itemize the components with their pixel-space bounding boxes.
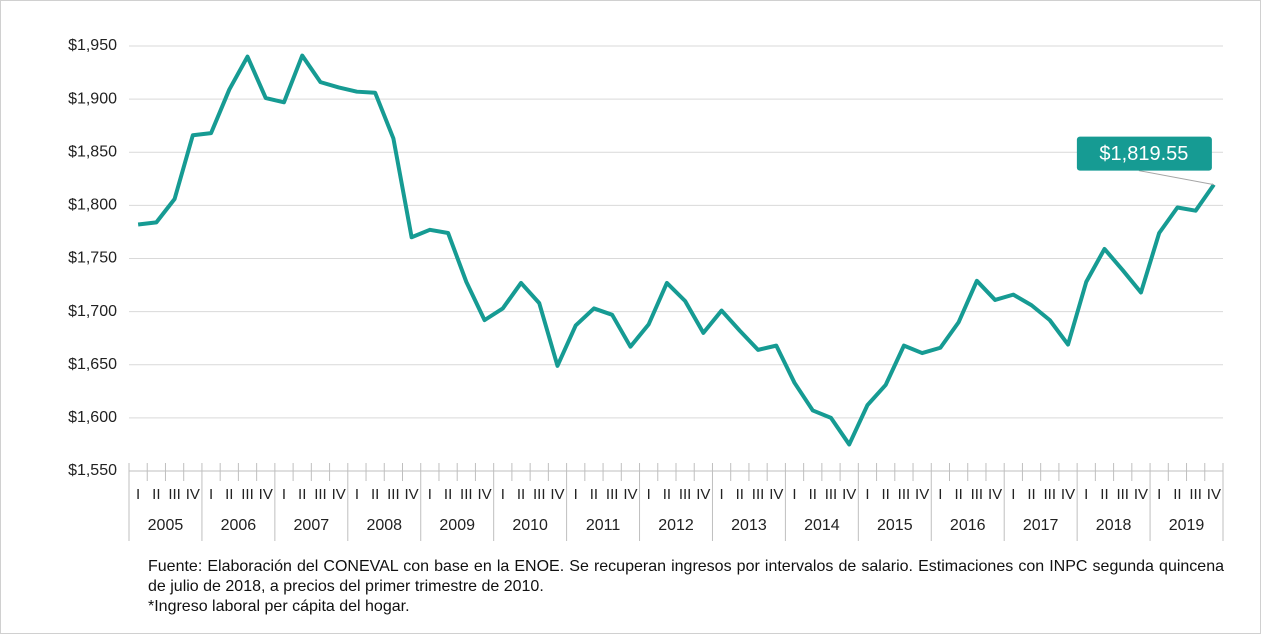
x-tick-label: III: [679, 486, 692, 503]
x-tick-label: I: [209, 486, 213, 503]
x-tick-label: IV: [477, 486, 491, 503]
x-tick-label: II: [152, 486, 160, 503]
x-tick-label: III: [1044, 486, 1057, 503]
x-tick-label: I: [938, 486, 942, 503]
x-tick-label: IV: [1134, 486, 1148, 503]
x-tick-label: II: [1100, 486, 1108, 503]
x-tick-label: I: [428, 486, 432, 503]
x-tick-label: IV: [550, 486, 564, 503]
year-label: 2005: [148, 517, 184, 534]
x-tick-label: I: [282, 486, 286, 503]
x-tick-label: II: [736, 486, 744, 503]
x-tick-label: II: [1173, 486, 1181, 503]
year-label: 2013: [731, 517, 767, 534]
x-tick-label: I: [1157, 486, 1161, 503]
x-tick-label: III: [460, 486, 473, 503]
x-tick-label: IV: [1207, 486, 1221, 503]
x-tick-label: I: [792, 486, 796, 503]
year-label: 2017: [1023, 517, 1059, 534]
x-tick-label: IV: [1061, 486, 1075, 503]
x-tick-label: I: [501, 486, 505, 503]
x-tick-label: IV: [186, 486, 200, 503]
x-tick-label: III: [1189, 486, 1202, 503]
x-tick-label: III: [314, 486, 327, 503]
x-tick-label: IV: [769, 486, 783, 503]
x-tick-label: IV: [988, 486, 1002, 503]
x-tick-label: II: [1027, 486, 1035, 503]
year-label: 2007: [294, 517, 330, 534]
value-label: $1,819.55: [1099, 143, 1188, 165]
x-tick-label: I: [574, 486, 578, 503]
x-tick-label: III: [971, 486, 984, 503]
line: [137, 53, 1216, 447]
y-tick-label: $1,900: [68, 90, 117, 107]
x-tick-label: IV: [842, 486, 856, 503]
x-tick-label: III: [387, 486, 400, 503]
x-tick-label: II: [298, 486, 306, 503]
chart: $1,550 $1,600 $1,650 $1,700 $1,750 $1,800 $1,8…: [68, 37, 1224, 541]
x-tick-label: I: [355, 486, 359, 503]
x-tick-label: II: [882, 486, 890, 503]
x-tick-label: II: [371, 486, 379, 503]
x-tick-label: II: [517, 486, 525, 503]
y-tick-label: $1,650: [68, 356, 117, 373]
x-tick-label: II: [663, 486, 671, 503]
year-label: 2018: [1096, 517, 1132, 534]
x-tick-label: IV: [915, 486, 929, 503]
year-label: 2019: [1169, 517, 1205, 534]
y-tick-label: $1,600: [68, 409, 117, 426]
x-tick-label: II: [590, 486, 598, 503]
year-label: 2012: [658, 517, 694, 534]
x-tick-label: I: [647, 486, 651, 503]
x-tick-label: II: [444, 486, 452, 503]
x-tick-label: III: [898, 486, 911, 503]
x-tick-label: I: [719, 486, 723, 503]
x-tick-label: IV: [696, 486, 710, 503]
footnote: *Ingreso laboral per cápita del hogar.: [148, 598, 410, 615]
x-tick-label: IV: [405, 486, 419, 503]
year-label: 2010: [512, 517, 548, 534]
y-tick-label: $1,700: [68, 303, 117, 320]
x-tick-label: III: [752, 486, 765, 503]
y-tick-label: $1,850: [68, 143, 117, 160]
x-tick-label: IV: [259, 486, 273, 503]
x-tick-label: II: [809, 486, 817, 503]
x-tick-label: II: [954, 486, 962, 503]
y-tick-label: $1,800: [68, 197, 117, 214]
x-tick-label: IV: [332, 486, 346, 503]
year-label: 2009: [439, 517, 475, 534]
x-tick-label: III: [533, 486, 546, 503]
x-tick-label: II: [225, 486, 233, 503]
y-tick-label: $1,950: [68, 37, 117, 54]
year-label: 2006: [221, 517, 257, 534]
year-label: 2008: [366, 517, 402, 534]
x-tick-label: III: [825, 486, 838, 503]
x-tick-label: IV: [623, 486, 637, 503]
year-label: 2016: [950, 517, 986, 534]
x-tick-label: I: [865, 486, 869, 503]
year-label: 2011: [586, 517, 621, 534]
x-tick-label: III: [168, 486, 181, 503]
year-label: 2015: [877, 517, 913, 534]
x-tick-label: I: [1011, 486, 1015, 503]
y-tick-label: $1,550: [68, 462, 117, 479]
x-tick-label: III: [241, 486, 254, 503]
y-tick-label: $1,750: [68, 250, 117, 267]
x-tick-label: III: [1116, 486, 1129, 503]
x-tick-label: III: [606, 486, 619, 503]
source-note: Fuente: Elaboración del CONEVAL con base…: [148, 558, 1224, 595]
year-label: 2014: [804, 517, 840, 534]
label-box: [1076, 136, 1212, 171]
x-tick-label: I: [136, 486, 140, 503]
leader-line: [1138, 170, 1214, 186]
x-tick-label: I: [1084, 486, 1088, 503]
